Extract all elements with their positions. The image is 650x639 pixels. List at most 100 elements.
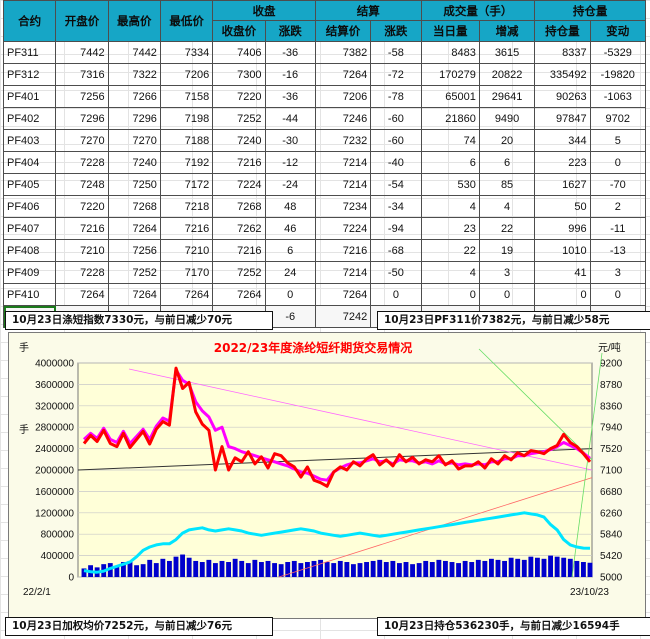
cell-close: 7216 [212, 239, 266, 262]
volume-bar [311, 560, 317, 577]
cell-open: 7264 [55, 283, 109, 306]
cell-close-chg: -16 [264, 63, 316, 86]
x-start-label: 22/2/1 [23, 587, 51, 598]
volume-bar [370, 560, 376, 577]
table-row: PF311 7442 7442 7334 7406 -36 7382 -58 8483 3615 8… [2, 41, 647, 64]
volume-bar [390, 560, 396, 577]
cell-high: 7266 [107, 85, 161, 108]
cell-settle-chg: -34 [370, 195, 422, 218]
cell-settle: 7264 [314, 63, 372, 86]
header-oi-group: 持仓量 [534, 0, 646, 21]
volume-bar [278, 564, 284, 577]
y-left-tick-label: 0 [68, 573, 74, 584]
y-right-tick-label: 7940 [600, 423, 623, 434]
table-row: PF401 7256 7266 7158 7220 -36 7206 -78 65001 2964… [2, 85, 647, 108]
cell-contract: PF406 [2, 195, 57, 218]
cell-contract: PF312 [2, 63, 57, 86]
cell-low: 7210 [159, 239, 214, 262]
volume-bar [521, 559, 527, 577]
cell-oi-chg: 0 [589, 283, 647, 306]
cell-contract: PF405 [2, 173, 57, 196]
volume-bar [120, 562, 126, 577]
volume-bar [232, 558, 238, 577]
cell-oi: 0 [534, 283, 591, 306]
cell-contract: PF408 [2, 239, 57, 262]
y-left-tick-label: 3200000 [35, 401, 74, 412]
volume-bar [462, 560, 468, 577]
volume-bar [147, 559, 153, 577]
cell-low: 7334 [159, 41, 214, 64]
cell-high: 7250 [107, 173, 161, 196]
cell-low: 7158 [159, 85, 214, 108]
cell-close-chg: -24 [264, 173, 316, 196]
cell-contract: PF407 [2, 217, 57, 240]
cell-volume-chg: 3 [478, 261, 536, 284]
volume-bar [344, 562, 350, 577]
volume-bar [318, 559, 324, 577]
cell-open: 7442 [55, 41, 109, 64]
cell-settle: 7242 [314, 305, 372, 328]
header-close-change: 涨跌 [264, 20, 316, 42]
table-row: PF410 7264 7264 7264 7264 0 7264 0 0 0 0 0 [2, 283, 647, 306]
volume-bar [219, 560, 225, 577]
volume-bar [258, 562, 264, 577]
header-low: 最低价 [159, 0, 214, 42]
cell-high: 7270 [107, 129, 161, 152]
y-left-tick-label: 1200000 [35, 508, 74, 519]
volume-bar [423, 560, 429, 577]
volume-bar [285, 562, 291, 577]
cell-open: 7248 [55, 173, 109, 196]
cell-close-chg: -36 [264, 41, 316, 64]
cell-close-chg: 48 [264, 195, 316, 218]
cell-volume-chg: 4 [478, 195, 536, 218]
cell-open: 7228 [55, 261, 109, 284]
cell-settle-chg: -72 [370, 63, 422, 86]
table-body: PF311 7442 7442 7334 7406 -36 7382 -58 8483 3615 8… [2, 41, 647, 328]
cell-open: 7270 [55, 129, 109, 152]
cell-settle: 7214 [314, 151, 372, 174]
volume-bar [252, 559, 258, 577]
cell-contract: PF409 [2, 261, 57, 284]
table-row: PF405 7248 7250 7172 7224 -24 7214 -54 530 85 1627… [2, 173, 647, 196]
y-right-tick-label: 5000 [600, 573, 623, 584]
volume-bar [291, 560, 297, 577]
cell-settle: 7382 [314, 41, 372, 64]
volume-bar [475, 559, 481, 577]
weighted-average-banner: 10月23日加权均价7252元，与前日减少76元 [5, 617, 273, 636]
cell-open: 7210 [55, 239, 109, 262]
volume-bar [364, 562, 370, 577]
volume-bar [410, 564, 416, 577]
cell-contract: PF410 [2, 283, 57, 306]
cell-close-chg: 46 [264, 217, 316, 240]
cell-low: 7198 [159, 107, 214, 130]
right-unit-label: 元/吨 [598, 341, 621, 354]
y-right-tick-label: 8360 [600, 401, 623, 412]
cell-open: 7228 [55, 151, 109, 174]
trend-line [77, 448, 593, 471]
cell-volume: 170279 [420, 63, 480, 86]
header-open: 开盘价 [55, 0, 109, 42]
y-right-tick-label: 7100 [600, 466, 623, 477]
volume-bar [383, 562, 389, 577]
cell-settle-chg: -78 [370, 85, 422, 108]
header-close-price: 收盘价 [212, 20, 266, 42]
cell-oi-chg: 3 [589, 261, 647, 284]
volume-bar [442, 560, 448, 577]
volume-bar [193, 560, 199, 577]
volume-bar [534, 557, 540, 577]
cell-close: 7268 [212, 195, 266, 218]
cell-volume: 74 [420, 129, 480, 152]
y-right-tick-label: 9200 [600, 359, 623, 370]
cell-close-chg: -30 [264, 129, 316, 152]
cell-oi-chg: 9702 [589, 107, 647, 130]
cell-volume: 8483 [420, 41, 480, 64]
cell-contract: PF403 [2, 129, 57, 152]
volume-bar [245, 563, 251, 577]
volume-bar [272, 563, 278, 577]
left-unit-label: 手 [19, 423, 29, 436]
cell-oi: 97847 [534, 107, 591, 130]
cell-volume-chg: 19 [478, 239, 536, 262]
volume-bar [304, 562, 310, 577]
volume-bar [541, 558, 547, 577]
volume-bar [396, 563, 402, 577]
